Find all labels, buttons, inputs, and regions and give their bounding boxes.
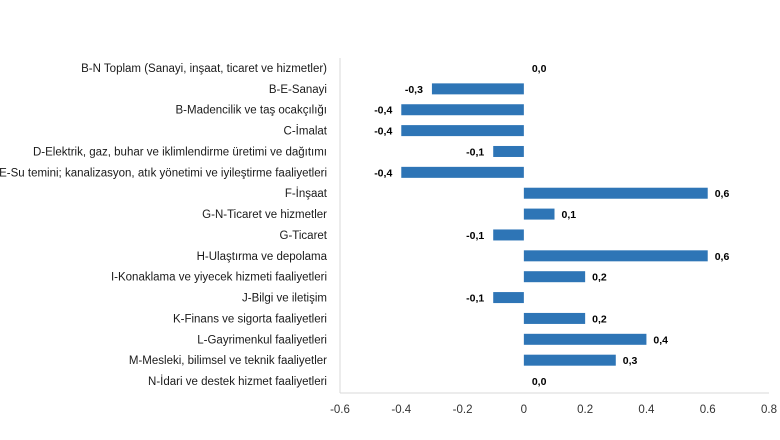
category-label: E-Su temini; kanalizasyon, atık yönetimi… bbox=[0, 167, 327, 179]
category-label: I-Konaklama ve yiyecek hizmeti faaliyetl… bbox=[111, 272, 327, 284]
bar bbox=[493, 145, 524, 157]
bar bbox=[523, 333, 647, 345]
bar bbox=[523, 354, 616, 366]
category-label: G-N-Ticaret ve hizmetler bbox=[202, 209, 327, 221]
axes-group bbox=[339, 58, 769, 394]
x-tick-label: -0.6 bbox=[330, 404, 350, 416]
data-label: 0,2 bbox=[592, 272, 607, 284]
category-labels-group: B-N Toplam (Sanayi, inşaat, ticaret ve h… bbox=[0, 63, 328, 388]
category-label: B-N Toplam (Sanayi, inşaat, ticaret ve h… bbox=[81, 63, 327, 75]
category-label: F-İnşaat bbox=[285, 187, 328, 200]
data-label: -0,3 bbox=[405, 84, 423, 96]
bar bbox=[401, 166, 524, 178]
bar bbox=[523, 312, 586, 324]
data-label: 0,0 bbox=[532, 376, 547, 388]
bar bbox=[401, 125, 524, 137]
x-tick-label: 0.2 bbox=[577, 404, 593, 416]
data-label: 0,4 bbox=[653, 334, 668, 346]
data-label: 0,2 bbox=[592, 313, 607, 325]
category-label: C-İmalat bbox=[284, 125, 328, 138]
x-tick-label: -0.4 bbox=[391, 404, 411, 416]
bar bbox=[493, 229, 524, 241]
bar bbox=[401, 104, 524, 116]
category-label: B-E-Sanayi bbox=[269, 84, 327, 96]
category-label: K-Finans ve sigorta faaliyetleri bbox=[173, 313, 327, 325]
data-label: -0,1 bbox=[466, 230, 484, 242]
data-label: -0,1 bbox=[466, 293, 484, 305]
bars-group bbox=[401, 83, 708, 366]
category-label: M-Mesleki, bilimsel ve teknik faaliyetle… bbox=[129, 355, 327, 367]
x-tick-label: 0.8 bbox=[761, 404, 777, 416]
data-label: -0,4 bbox=[374, 126, 392, 138]
data-label: -0,1 bbox=[466, 146, 484, 158]
data-label: -0,4 bbox=[374, 105, 392, 117]
data-label: -0,4 bbox=[374, 167, 392, 179]
x-tick-label: -0.2 bbox=[453, 404, 473, 416]
bar bbox=[523, 208, 555, 220]
data-label: 0,1 bbox=[562, 209, 577, 221]
x-tick-label: 0.4 bbox=[638, 404, 655, 416]
x-tick-label: 0 bbox=[521, 404, 527, 416]
data-label: 0,6 bbox=[715, 188, 730, 200]
data-label: 0,6 bbox=[715, 251, 730, 263]
bar bbox=[493, 292, 524, 304]
bar bbox=[523, 271, 586, 283]
data-labels-group: 0,0 -0,3 -0,4 -0,4 -0,1 -0,4 0,6 0,1 -0,1 0,6 0,2 -… bbox=[374, 63, 729, 388]
category-label: J-Bilgi ve iletişim bbox=[242, 293, 327, 305]
data-label: 0,3 bbox=[623, 355, 638, 367]
bar bbox=[523, 187, 708, 199]
tick-labels-group: -0.6 -0.4 -0.2 0 0.2 0.4 0.6 0.8 bbox=[330, 404, 777, 416]
bar bbox=[431, 83, 524, 95]
category-label: H-Ulaştırma ve depolama bbox=[197, 251, 328, 263]
category-label: N-İdari ve destek hizmet faaliyetleri bbox=[148, 375, 327, 388]
bar bbox=[523, 250, 708, 262]
category-label: D-Elektrik, gaz, buhar ve iklimlendirme … bbox=[33, 146, 327, 158]
category-label: G-Ticaret bbox=[280, 230, 328, 242]
x-tick-label: 0.6 bbox=[700, 404, 716, 416]
category-label: B-Madencilik ve taş ocakçılığı bbox=[176, 105, 327, 117]
category-label: L-Gayrimenkul faaliyetleri bbox=[197, 334, 327, 346]
data-label: 0,0 bbox=[532, 63, 547, 75]
